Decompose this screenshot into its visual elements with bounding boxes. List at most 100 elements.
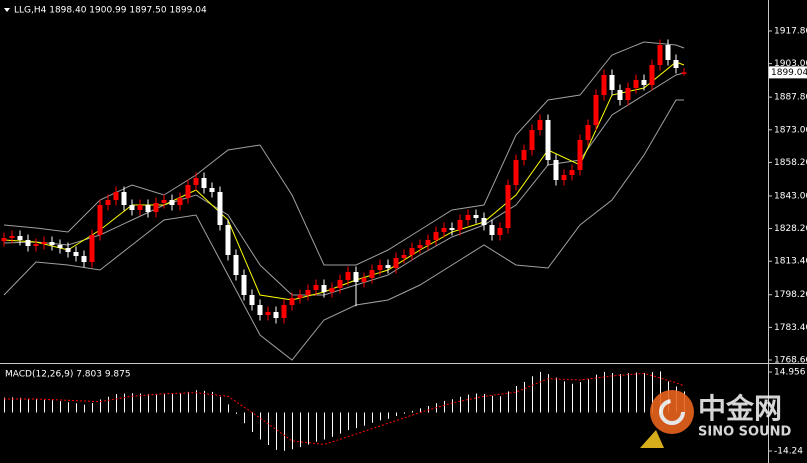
y-tick-label: 1873.00 xyxy=(774,125,807,135)
candle-body xyxy=(385,265,391,269)
candle-body xyxy=(305,290,311,296)
candle-body xyxy=(233,255,239,276)
watermark-brand: 中金网 xyxy=(698,392,782,425)
candle-body xyxy=(57,245,63,249)
candle-body xyxy=(337,280,343,289)
candle-body xyxy=(641,80,647,86)
candle-body xyxy=(593,94,599,126)
y-tick-label: 1783.40 xyxy=(774,323,807,333)
y-tick-label: 1813.40 xyxy=(774,257,807,267)
candle-body xyxy=(553,160,559,181)
candle-body xyxy=(25,240,31,247)
y-tick-label: 1843.00 xyxy=(774,191,807,201)
candle-body xyxy=(273,312,279,319)
y-tick-label: 14.956 xyxy=(774,368,806,378)
candle-body xyxy=(465,215,471,221)
candle-body xyxy=(145,205,151,213)
candle-body xyxy=(313,285,319,291)
candle-body xyxy=(89,235,95,263)
candle-body xyxy=(241,275,247,296)
candle-body xyxy=(505,185,511,229)
candle-body xyxy=(537,120,543,131)
y-tick-label: 1798.20 xyxy=(774,290,807,300)
price-label-box xyxy=(769,66,807,79)
candle-body xyxy=(441,228,447,233)
header-arrow xyxy=(4,8,10,12)
y-tick-label: -14.24 xyxy=(774,447,803,457)
candle-body xyxy=(161,200,167,204)
candle-body xyxy=(409,248,415,256)
candle-body xyxy=(657,45,663,66)
chart-header: LLG,H4 1898.40 1900.99 1897.50 1899.04 xyxy=(14,6,207,16)
candle-body xyxy=(481,218,487,226)
candle-body xyxy=(137,205,143,211)
candle-body xyxy=(257,305,263,316)
candle-body xyxy=(369,270,375,279)
candle-body xyxy=(177,198,183,206)
candle-body xyxy=(673,60,679,69)
candle-body xyxy=(401,255,407,259)
macd-title: MACD(12,26,9) 7.803 9.875 xyxy=(5,370,131,380)
candle-body xyxy=(617,90,623,101)
candle-body xyxy=(625,88,631,101)
candle-body xyxy=(297,295,303,299)
candle-body xyxy=(377,265,383,271)
candle-body xyxy=(513,160,519,186)
y-tick-label: 1828.20 xyxy=(774,224,807,234)
candle-body xyxy=(601,74,607,95)
candle-body xyxy=(425,240,431,246)
y-tick-label: 1903.00 xyxy=(774,59,807,69)
candle-body xyxy=(681,72,687,74)
candle-body xyxy=(361,278,367,283)
candle-body xyxy=(97,205,103,236)
candle-body xyxy=(329,288,335,293)
candle-body xyxy=(41,242,47,245)
candle-body xyxy=(417,245,423,249)
watermark-triangle xyxy=(640,430,664,448)
candle-body xyxy=(529,130,535,151)
candle-body xyxy=(185,185,191,199)
candle-body xyxy=(105,200,111,206)
watermark: 中金网 SINO SOUND xyxy=(640,390,792,448)
indicator-line xyxy=(3,41,685,266)
candle-body xyxy=(609,74,615,91)
candle-body xyxy=(489,225,495,236)
candle-body xyxy=(217,192,223,226)
candle-body xyxy=(345,272,351,281)
candle-body xyxy=(193,178,199,186)
y-tick-label: 1887.80 xyxy=(774,93,807,103)
candle-body xyxy=(457,220,463,231)
candle-body xyxy=(1,238,7,242)
watermark-logo xyxy=(650,390,694,434)
y-tick-label: 1768.60 xyxy=(774,356,807,366)
candle-body xyxy=(649,65,655,86)
candle-body xyxy=(393,258,399,269)
watermark-swirl xyxy=(659,399,685,425)
candle-body xyxy=(209,188,215,193)
candle-body xyxy=(17,236,23,241)
candle-body xyxy=(201,178,207,189)
candle-body xyxy=(353,272,359,283)
candle-body xyxy=(545,120,551,161)
candle-body xyxy=(73,252,79,257)
candle-body xyxy=(65,248,71,253)
candle-body xyxy=(81,256,87,263)
candle-body xyxy=(121,192,127,206)
candle-body xyxy=(33,244,39,247)
candle-body xyxy=(265,312,271,316)
candle-body xyxy=(585,125,591,141)
candle-body xyxy=(521,150,527,161)
candle-body xyxy=(113,192,119,201)
price-label: 1899.04 xyxy=(771,68,807,78)
watermark-sub: SINO SOUND xyxy=(698,425,792,440)
candle-body xyxy=(561,175,567,181)
candle-body xyxy=(665,45,671,61)
candle-body xyxy=(633,80,639,89)
candle-body xyxy=(249,295,255,306)
candle-body xyxy=(49,242,55,246)
candle-body xyxy=(577,140,583,171)
candle-body xyxy=(289,298,295,306)
signal-line xyxy=(4,372,685,445)
